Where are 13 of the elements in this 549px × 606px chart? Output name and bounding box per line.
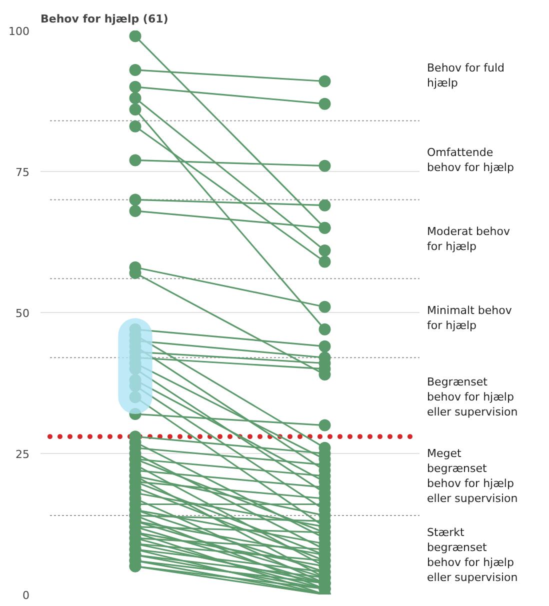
text: Behov for fuld hjælp [427, 62, 505, 90]
chart-title: Behov for hjælp (61) [40, 12, 168, 26]
text: Minimalt behov for hjælp [427, 304, 512, 332]
text: Begrænset behov for hjælp eller supervision [427, 376, 518, 419]
y-tick-label: 100 [8, 25, 30, 38]
y-tick-label: 75 [16, 166, 30, 179]
text: Omfattende behov for hjælp [427, 146, 514, 174]
y-tick-label: 25 [16, 448, 30, 461]
y-tick-label: 0 [22, 589, 30, 602]
text: Stærkt begrænset behov for hjælp eller supervision [427, 526, 518, 584]
text: Moderat behov for hjælp [427, 225, 510, 254]
y-tick-label: 50 [16, 307, 30, 320]
text: Meget begrænset behov for hjælp eller supervision [427, 447, 518, 505]
